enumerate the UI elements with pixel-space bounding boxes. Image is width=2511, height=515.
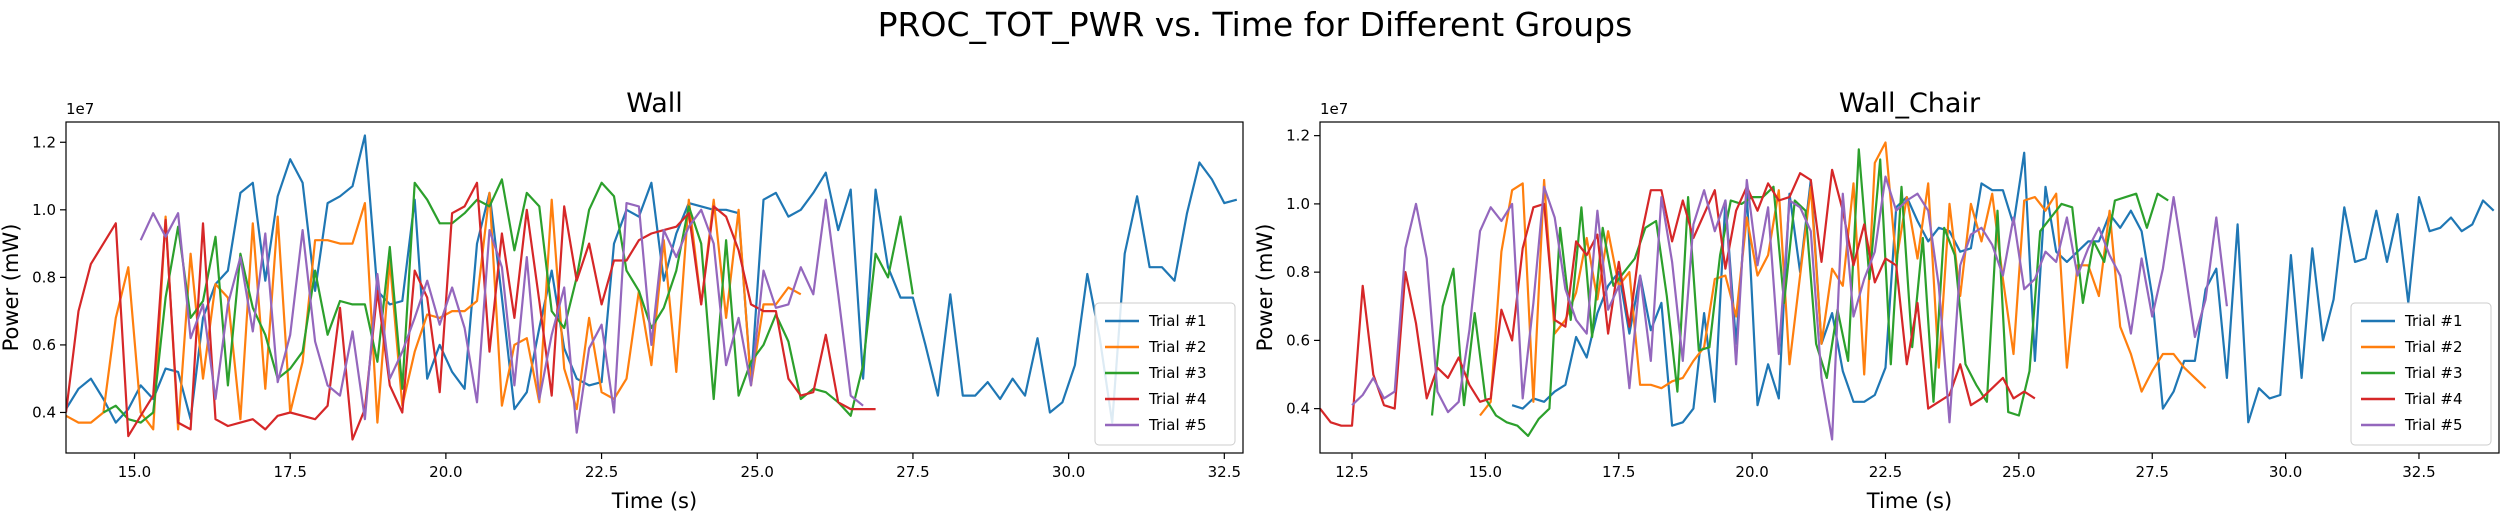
legend-entry-label: Trial #5 [2404, 416, 2463, 434]
x-tick-label: 22.5 [585, 463, 618, 481]
legend-entry-label: Trial #4 [1148, 390, 1207, 408]
legend-entry-label: Trial #2 [2404, 338, 2463, 356]
y-tick-label: 1.0 [1286, 195, 1310, 213]
y-tick-label: 0.6 [32, 336, 56, 354]
legend-entry-label: Trial #2 [1148, 338, 1207, 356]
x-tick-label: 27.5 [896, 463, 929, 481]
x-tick-label: 25.0 [741, 463, 774, 481]
y-offset-label: 1e7 [1320, 100, 1348, 118]
y-offset-label: 1e7 [66, 100, 94, 118]
legend-entry-label: Trial #1 [1148, 312, 1207, 330]
x-tick-label: 20.0 [1735, 463, 1768, 481]
legend: Trial #1 Trial #2 Trial #3 Trial #4 Trial #5 [1094, 302, 1236, 446]
chart-title: Wall [626, 88, 683, 119]
x-tick-label: 22.5 [1869, 463, 1902, 481]
x-tick-label: 25.0 [2002, 463, 2035, 481]
legend-entry-label: Trial #4 [2404, 390, 2463, 408]
series-line-trial-4 [66, 181, 876, 441]
chart-wall-chair: Wall_Chair 12.5 15.0 17.5 20.0 22.5 25.0 27.5 30… [1253, 88, 2500, 513]
x-tick-label: 17.5 [273, 463, 306, 481]
x-tick-label: 20.0 [429, 463, 462, 481]
x-tick-label: 15.0 [118, 463, 151, 481]
y-tick-label: 0.4 [32, 403, 56, 421]
series-line-trial-2 [66, 191, 802, 431]
x-axis-label: Time (s) [1866, 489, 1952, 511]
x-tick-label: 17.5 [1602, 463, 1635, 481]
y-tick-label: 1.2 [32, 133, 56, 151]
legend: Trial #1 Trial #2 Trial #3 Trial #4 Trial #5 [2350, 302, 2492, 446]
y-axis-label: Power (mW) [1253, 224, 1277, 352]
series-line-trial-1 [66, 134, 1238, 424]
legend-entry-label: Trial #1 [2404, 312, 2463, 330]
x-tick-label: 32.5 [2402, 463, 2435, 481]
legend-box [2350, 302, 2492, 446]
legend-entry-label: Trial #3 [2404, 364, 2463, 382]
y-tick-label: 0.6 [1286, 331, 1310, 349]
legend-entry-label: Trial #5 [1148, 416, 1207, 434]
y-tick-label: 1.2 [1286, 127, 1310, 145]
chart-title: Wall_Chair [1839, 88, 1981, 119]
figure-suptitle: PROC_TOT_PWR vs. Time for Different Grou… [878, 5, 1633, 44]
y-tick-label: 1.0 [32, 201, 56, 219]
y-tick-label: 0.4 [1286, 400, 1310, 418]
x-tick-label: 32.5 [1208, 463, 1241, 481]
plot-frame [65, 121, 1244, 454]
plot-frame [1319, 121, 2500, 454]
x-axis-label: Time (s) [611, 489, 697, 511]
x-tick-label: 30.0 [1052, 463, 1085, 481]
series-line-trial-4 [1320, 168, 2036, 427]
y-tick-label: 0.8 [1286, 263, 1310, 281]
chart-wall: Wall 15.0 17.5 20.0 22.5 25.0 27.5 30.0 32.5 0.4 0… [0, 88, 1244, 513]
y-tick-label: 0.8 [32, 268, 56, 286]
x-tick-label: 15.0 [1469, 463, 1502, 481]
legend-entry-label: Trial #3 [1148, 364, 1207, 382]
x-tick-label: 12.5 [1335, 463, 1368, 481]
series-line-trial-5 [1351, 175, 2228, 441]
series-line-trial-2 [1479, 141, 2207, 417]
x-tick-label: 27.5 [2136, 463, 2169, 481]
y-axis-label: Power (mW) [0, 224, 23, 352]
series-line-trial-1 [1511, 151, 2495, 427]
x-tick-label: 30.0 [2269, 463, 2302, 481]
series-line-trial-5 [139, 198, 864, 434]
legend-box [1094, 302, 1236, 446]
